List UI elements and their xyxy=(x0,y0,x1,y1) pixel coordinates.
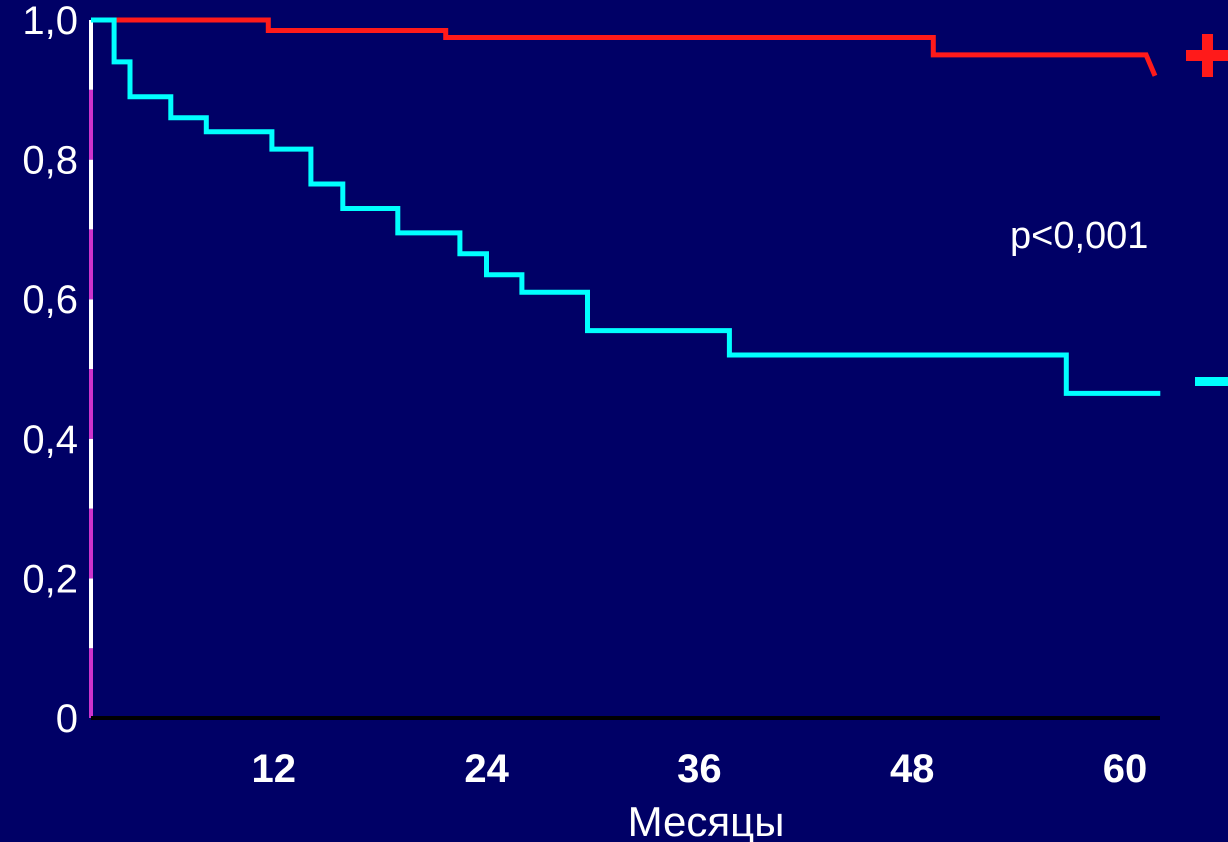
axes xyxy=(89,20,1160,720)
x-tick-label: 12 xyxy=(252,747,297,791)
x-axis-label: Месяцы xyxy=(628,798,785,842)
x-tick-label: 24 xyxy=(464,747,509,791)
x-tick-label: 60 xyxy=(1103,747,1148,791)
legend-plus-vertical xyxy=(1202,34,1213,77)
series-line-2 xyxy=(91,17,1161,396)
x-tick-label: 36 xyxy=(677,747,722,791)
y-tick-label: 0,2 xyxy=(22,557,78,601)
y-tick-label: 0,8 xyxy=(22,139,78,183)
y-tick-label: 0,6 xyxy=(22,278,78,322)
series-line-1 xyxy=(91,17,1158,77)
legend-minus-marker xyxy=(1195,377,1228,386)
labels: 0 0,2 0,4 0,6 0,8 1,0 12 24 36 48 60 xyxy=(22,0,1228,791)
y-tick-label: 0 xyxy=(56,697,78,741)
p-value-annotation: p<0,001 xyxy=(1010,215,1148,257)
y-tick-label: 1,0 xyxy=(22,0,78,43)
series-group xyxy=(91,17,1161,396)
y-tick-label: 0,4 xyxy=(22,418,78,462)
x-tick-label: 48 xyxy=(890,747,935,791)
legend-plus-marker xyxy=(1186,34,1228,77)
